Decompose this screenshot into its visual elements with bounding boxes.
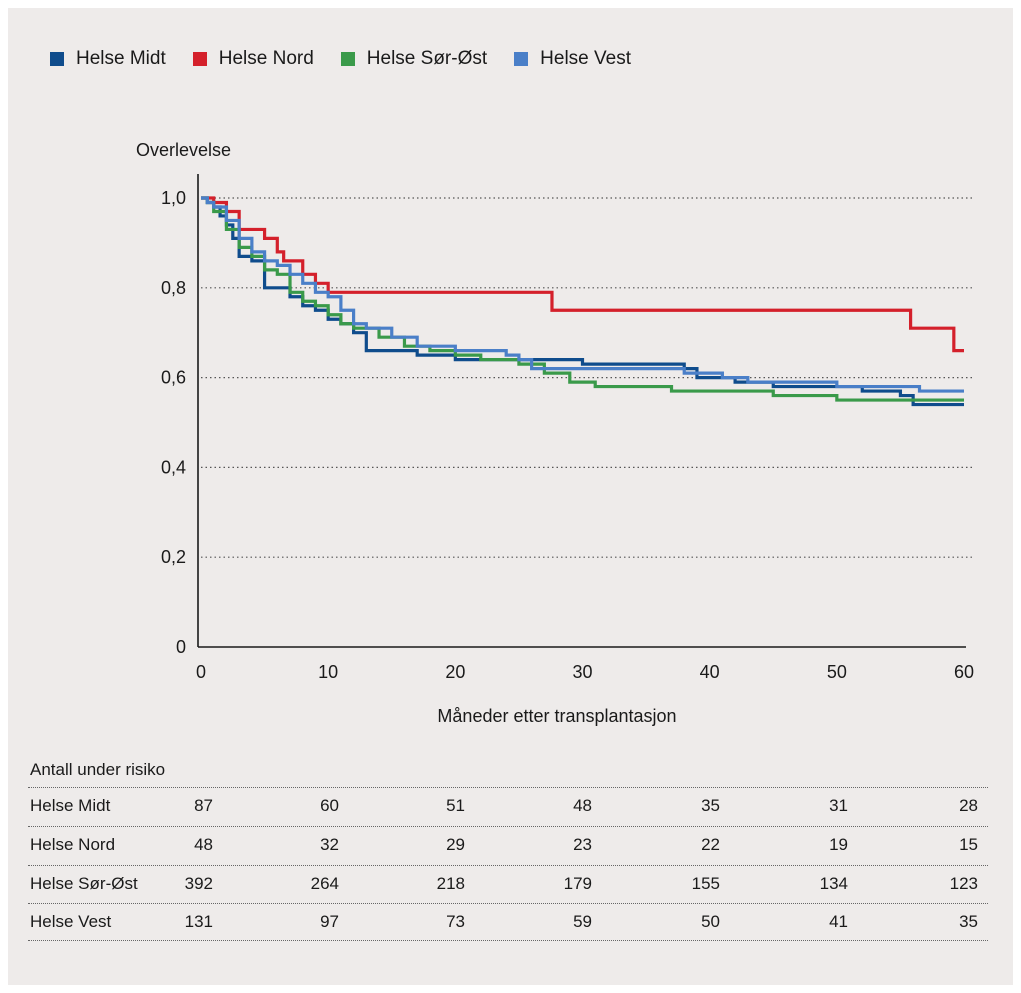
risk-table-cell: 155 (691, 874, 720, 893)
risk-table-cell: 29 (446, 835, 465, 854)
legend-label-helse-sor-ost: Helse Sør-Øst (366, 48, 488, 69)
risk-row-label: Helse Midt (30, 796, 111, 815)
x-tick-label: 30 (572, 662, 592, 682)
x-tick-label: 20 (445, 662, 465, 682)
risk-table-row: Helse Midt 87 60 51 48 35 31 28 (28, 787, 988, 825)
risk-table-cell: 134 (819, 874, 848, 893)
figure-panel (8, 8, 1013, 985)
legend-item-helse-vest: Helse Vest (514, 48, 631, 70)
legend-swatch-helse-vest (514, 52, 529, 66)
grid-lines (201, 197, 972, 558)
risk-table-cell: 60 (320, 796, 339, 815)
x-axis-title: Måneder etter transplantasjon (437, 706, 676, 726)
risk-table-cell: 32 (320, 835, 339, 854)
chart-legend: Helse Midt Helse Nord Helse Sør-Øst Hels… (50, 47, 658, 71)
y-tick-label: 0,4 (161, 457, 186, 477)
risk-table-cell: 97 (320, 912, 339, 931)
risk-table-cell: 392 (184, 874, 213, 893)
risk-table-cell: 123 (949, 874, 978, 893)
series-line-helse-nord (201, 196, 964, 353)
risk-table-cell: 179 (563, 874, 592, 893)
risk-table-cell: 19 (829, 835, 848, 854)
legend-item-helse-sor-ost: Helse Sør-Øst (340, 48, 488, 70)
risk-table-row: Helse Sør-Øst 392 264 218 179 155 134 123 (28, 865, 988, 903)
series-line-helse-vest (201, 196, 964, 393)
risk-table-cell: 23 (573, 835, 592, 854)
risk-table-cell: 28 (959, 796, 978, 815)
legend-swatch-helse-sor-ost (340, 52, 355, 66)
legend-item-helse-nord: Helse Nord (192, 48, 314, 70)
risk-table-cell: 48 (573, 796, 592, 815)
axis-labels: 0 0,2 0,4 0,6 0,8 1,0 0 10 20 30 40 50 60 Overlevelse… (136, 140, 974, 726)
risk-table-cell: 131 (184, 912, 213, 931)
risk-table-cell: 59 (573, 912, 592, 931)
series-lines (201, 196, 964, 407)
y-tick-label: 0,2 (161, 547, 186, 567)
x-tick-label: 40 (700, 662, 720, 682)
legend-swatch-helse-midt (50, 52, 64, 66)
risk-table-cell: 35 (959, 912, 978, 931)
risk-table-cell: 35 (701, 796, 720, 815)
y-tick-label: 0 (176, 637, 186, 657)
y-axis-title: Overlevelse (136, 140, 231, 160)
risk-row-label: Helse Vest (30, 912, 112, 931)
risk-table-cell: 31 (829, 796, 848, 815)
risk-table-cell: 50 (701, 912, 720, 931)
risk-table-cell: 73 (446, 912, 465, 931)
legend-label-helse-vest: Helse Vest (540, 48, 631, 69)
risk-table-cell: 15 (959, 835, 978, 854)
x-tick-label: 50 (827, 662, 847, 682)
legend-label-helse-midt: Helse Midt (76, 48, 166, 69)
risk-table-cell: 48 (194, 835, 213, 854)
y-tick-label: 0,8 (161, 278, 186, 298)
legend-label-helse-nord: Helse Nord (218, 48, 314, 69)
risk-table-row: Helse Nord 48 32 29 23 22 19 15 (28, 826, 988, 864)
x-tick-label: 10 (318, 662, 338, 682)
x-tick-label: 60 (954, 662, 974, 682)
risk-table-cell: 87 (194, 796, 213, 815)
risk-table-cell: 41 (829, 912, 848, 931)
risk-table-cell: 264 (310, 874, 339, 893)
risk-row-label: Helse Sør-Øst (30, 874, 138, 893)
risk-table-title: Antall under risiko (30, 760, 166, 779)
y-tick-label: 0,6 (161, 368, 186, 388)
risk-table-cell: 218 (436, 874, 465, 893)
risk-row-label: Helse Nord (30, 835, 116, 854)
axes (197, 174, 966, 648)
legend-swatch-helse-nord (192, 52, 207, 66)
y-tick-label: 1,0 (161, 188, 186, 208)
risk-table-cell: 22 (701, 835, 720, 854)
risk-table-row: Helse Vest 131 97 73 59 50 41 35 (28, 903, 988, 941)
legend-item-helse-midt: Helse Midt (50, 48, 166, 70)
risk-table-cell: 51 (446, 796, 465, 815)
x-tick-label: 0 (196, 662, 206, 682)
